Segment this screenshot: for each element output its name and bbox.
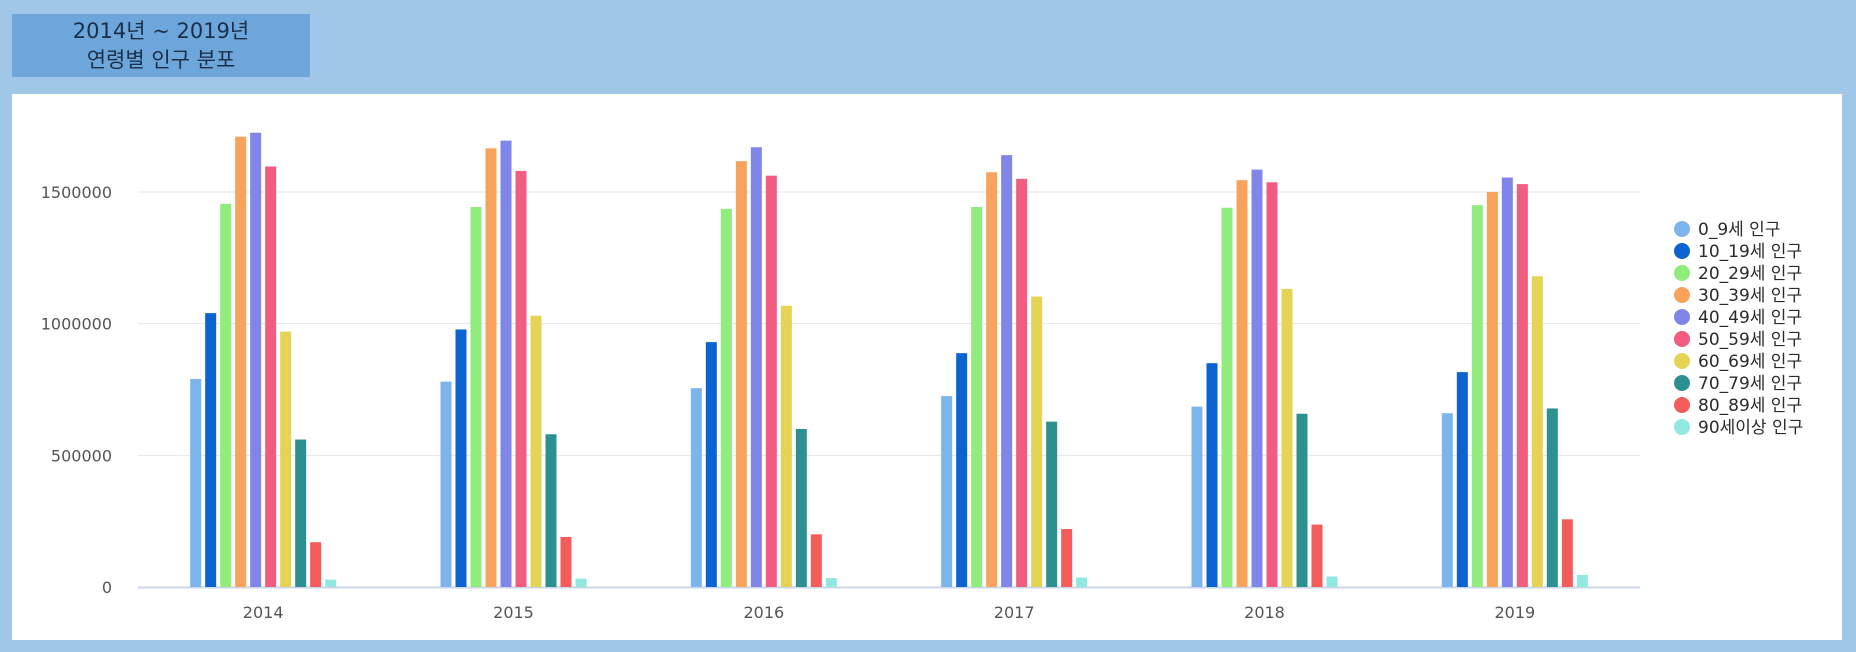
bar — [190, 378, 202, 587]
legend-marker — [1674, 309, 1690, 325]
legend-marker — [1674, 353, 1690, 369]
bar — [765, 175, 777, 587]
bar — [1311, 524, 1323, 587]
legend-label: 90세이상 인구 — [1698, 418, 1803, 438]
legend-label: 40_49세 인구 — [1698, 308, 1802, 328]
y-tick-label: 1500000 — [41, 183, 112, 202]
bar — [515, 170, 527, 587]
legend-marker — [1674, 397, 1690, 413]
bar — [1076, 577, 1088, 587]
x-tick-label: 2019 — [1494, 603, 1535, 622]
x-tick-label: 2016 — [743, 603, 784, 622]
chart-title-line2: 연령별 인구 분포 — [86, 47, 236, 72]
bar — [295, 439, 307, 587]
legend-marker — [1674, 419, 1690, 435]
bar — [220, 203, 232, 587]
bar — [971, 207, 983, 587]
bar — [1221, 207, 1233, 588]
legend-marker — [1674, 375, 1690, 391]
legend-label: 60_69세 인구 — [1698, 352, 1802, 372]
bar — [1561, 519, 1573, 587]
bar — [440, 381, 452, 587]
bar — [545, 434, 557, 587]
bar — [780, 305, 792, 587]
bar — [825, 578, 837, 587]
chart-title-box: 2014년 ~ 2019년 연령별 인구 분포 — [12, 14, 310, 77]
bar — [750, 147, 762, 587]
legend-marker — [1674, 243, 1690, 259]
bar — [1296, 413, 1308, 587]
x-tick-label: 2017 — [994, 603, 1035, 622]
legend-marker — [1674, 265, 1690, 281]
chart-title-line1: 2014년 ~ 2019년 — [72, 18, 250, 43]
x-tick-label: 2015 — [493, 603, 534, 622]
bar — [1061, 529, 1073, 587]
legend-marker — [1674, 331, 1690, 347]
y-tick-label: 500000 — [51, 446, 112, 465]
bar — [1206, 363, 1218, 587]
bar — [986, 172, 998, 587]
y-tick-label: 1000000 — [41, 315, 112, 334]
legend-marker — [1674, 287, 1690, 303]
chart-panel: 0 500000 1000000 1500000 2014 2015 2016 2017 201… — [12, 94, 1842, 640]
bar — [1456, 372, 1468, 587]
legend-marker — [1674, 221, 1690, 237]
bar — [690, 388, 702, 587]
legend-label: 0_9세 인구 — [1698, 220, 1780, 240]
bar — [280, 331, 292, 587]
legend-label: 20_29세 인구 — [1698, 264, 1802, 284]
x-tick-label: 2018 — [1244, 603, 1285, 622]
bar — [956, 353, 968, 587]
bar-chart: 0 500000 1000000 1500000 2014 2015 2016 2017 201… — [41, 132, 1803, 622]
bar — [705, 342, 717, 587]
bar — [1031, 296, 1043, 587]
y-tick-label: 0 — [102, 578, 112, 597]
bar — [1501, 177, 1513, 587]
bar — [1531, 276, 1543, 587]
bar — [1191, 406, 1203, 587]
bar — [265, 166, 277, 587]
bar — [735, 161, 747, 587]
bar — [205, 313, 217, 587]
bar — [235, 136, 247, 587]
bar — [250, 132, 262, 587]
bar — [1471, 205, 1483, 587]
bar — [810, 534, 822, 587]
legend-label: 30_39세 인구 — [1698, 286, 1802, 306]
legend-label: 70_79세 인구 — [1698, 374, 1802, 394]
bar — [1516, 184, 1528, 587]
bar — [455, 329, 467, 587]
legend-label: 80_89세 인구 — [1698, 396, 1802, 416]
bar — [1546, 408, 1558, 587]
bar — [1486, 192, 1498, 587]
x-tick-label: 2014 — [243, 603, 284, 622]
bar — [560, 536, 572, 587]
bar — [1441, 413, 1453, 587]
bar — [941, 396, 953, 587]
bar — [720, 208, 732, 587]
bar — [485, 148, 497, 587]
bar — [1266, 182, 1278, 588]
bar — [1001, 155, 1013, 587]
bar — [1326, 576, 1338, 587]
bar — [500, 140, 512, 587]
bar — [325, 579, 337, 587]
bar — [575, 578, 587, 587]
bar — [310, 542, 322, 587]
bar — [470, 207, 482, 587]
bar — [1251, 169, 1263, 587]
bar — [1281, 288, 1293, 587]
bar — [1046, 421, 1058, 587]
bar — [1236, 180, 1248, 587]
bar — [795, 429, 807, 587]
legend-label: 50_59세 인구 — [1698, 330, 1802, 350]
bar — [1016, 178, 1028, 587]
bar — [1576, 574, 1588, 587]
legend-label: 10_19세 인구 — [1698, 242, 1802, 262]
bar — [530, 315, 542, 587]
